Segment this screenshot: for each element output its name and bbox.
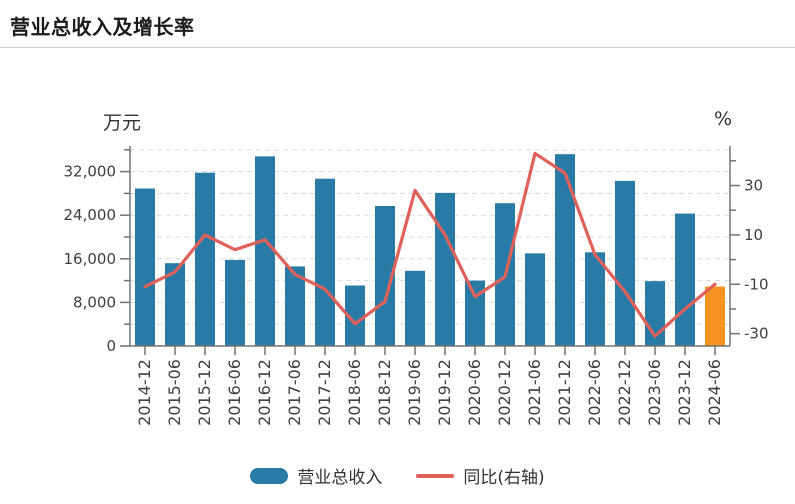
revenue-bar-2019-06 xyxy=(405,270,425,346)
x-axis-label-2018-06: 2018-06 xyxy=(345,359,364,426)
revenue-bar-2018-12 xyxy=(375,205,395,346)
right-axis-ticks: -30 -10 10 30 xyxy=(730,160,769,343)
x-axis-label-2018-12: 2018-12 xyxy=(375,359,394,426)
revenue-bar-2024-06 xyxy=(705,286,725,346)
revenue-bar-swatch xyxy=(250,467,289,484)
revenue-bar-2023-12 xyxy=(675,213,695,346)
left-axis-unit-label: 万元 xyxy=(103,112,142,134)
right-axis-tick-label: -30 xyxy=(744,325,769,343)
x-axis-label-2020-12: 2020-12 xyxy=(495,359,514,426)
revenue-bar-2017-12 xyxy=(315,178,335,346)
left-axis-tick-label: 8,000 xyxy=(73,293,116,311)
x-axis-label-2016-12: 2016-12 xyxy=(255,359,274,426)
left-axis-tick-label: 0 xyxy=(106,337,116,355)
revenue-bar-2018-06 xyxy=(345,285,365,346)
x-axis-label-2015-06: 2015-06 xyxy=(165,359,184,426)
x-axis-label-2023-12: 2023-12 xyxy=(675,359,694,426)
revenue-bar-2022-06 xyxy=(585,252,605,346)
left-axis-ticks: 0 8,000 16,000 24,000 32,000 xyxy=(64,149,130,355)
chart-title: 营业总收入及增长率 xyxy=(10,15,195,39)
legend-label-revenue: 营业总收入 xyxy=(297,468,383,488)
revenue-bar-2014-12 xyxy=(135,188,155,346)
right-axis-tick-label: 30 xyxy=(744,177,763,195)
x-axis-label-2014-12: 2014-12 xyxy=(135,359,154,426)
axes xyxy=(129,146,731,347)
x-axis-label-2022-06: 2022-06 xyxy=(585,359,604,426)
x-axis-label-2017-12: 2017-12 xyxy=(315,359,334,426)
x-axis-label-2021-12: 2021-12 xyxy=(555,359,574,426)
x-axis-ticks: 2014-12 2015-06 2015-12 2016-06 2016-12 2017-… xyxy=(135,346,724,426)
revenue-bar-2022-12 xyxy=(615,180,635,346)
x-axis-label-2024-06: 2024-06 xyxy=(705,359,724,426)
x-axis-label-2020-06: 2020-06 xyxy=(465,359,484,426)
right-axis-tick-label: 10 xyxy=(744,226,763,244)
revenue-bar-2016-06 xyxy=(225,259,245,346)
yoy-line-swatch xyxy=(416,473,455,478)
revenue-bar-2019-12 xyxy=(435,192,455,346)
header: 营业总收入及增长率 xyxy=(0,0,795,48)
legend: 营业总收入 同比(右轴) xyxy=(0,463,795,488)
legend-item-revenue[interactable]: 营业总收入 xyxy=(250,463,382,488)
revenue-bar-2020-06 xyxy=(465,280,485,346)
left-axis-tick-label: 16,000 xyxy=(64,250,117,268)
revenue-bar-2015-12 xyxy=(195,172,215,346)
revenue-bar-2021-12 xyxy=(555,154,575,346)
yoy-growth-line xyxy=(143,151,717,338)
revenue-bar-2015-06 xyxy=(165,263,185,346)
x-axis-label-2019-12: 2019-12 xyxy=(435,359,454,426)
revenue-bar-2021-06 xyxy=(525,253,545,346)
x-axis-label-2019-06: 2019-06 xyxy=(405,359,424,426)
legend-item-yoy[interactable]: 同比(右轴) xyxy=(416,463,545,488)
revenue-bar-2016-12 xyxy=(255,156,275,346)
x-axis-label-2021-06: 2021-06 xyxy=(525,359,544,426)
x-axis-label-2016-06: 2016-06 xyxy=(225,359,244,426)
left-axis-tick-label: 32,000 xyxy=(64,163,117,181)
revenue-bars xyxy=(135,154,725,346)
revenue-bar-2017-06 xyxy=(285,266,305,346)
x-axis-label-2015-12: 2015-12 xyxy=(195,359,214,426)
gridlines xyxy=(130,149,730,325)
legend-label-yoy: 同比(右轴) xyxy=(463,468,545,488)
x-axis-label-2022-12: 2022-12 xyxy=(615,359,634,426)
right-axis-tick-label: -10 xyxy=(744,275,769,293)
x-axis-label-2017-06: 2017-06 xyxy=(285,359,304,426)
left-axis-tick-label: 24,000 xyxy=(64,206,117,224)
right-axis-unit-label: % xyxy=(714,108,733,130)
x-axis-label-2023-06: 2023-06 xyxy=(645,359,664,426)
